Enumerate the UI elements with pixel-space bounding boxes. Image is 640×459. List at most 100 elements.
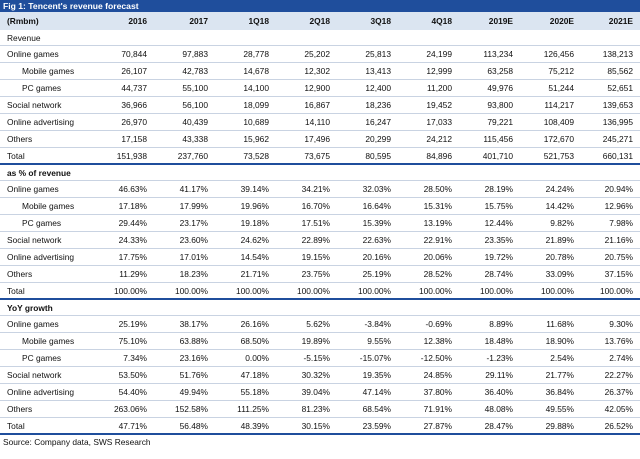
table-row: PC games 7.34% 23.16% 0.00% -5.15% -15.07% -12… xyxy=(0,350,640,367)
table-cell: 11.29% xyxy=(119,269,147,279)
row-label: Online advertising xyxy=(7,387,75,397)
table-cell: 26,970 xyxy=(121,117,147,127)
table-cell: 237,760 xyxy=(177,151,208,161)
table-cell: 17,158 xyxy=(121,134,147,144)
table-cell: 63.88% xyxy=(179,336,208,346)
row-label: Others xyxy=(7,134,33,144)
table-cell: 42.05% xyxy=(604,404,633,414)
table-cell: 28.74% xyxy=(484,269,513,279)
table-cell: -1.23% xyxy=(486,353,513,363)
table-cell: 48.39% xyxy=(240,421,269,431)
row-label: Mobile games xyxy=(22,201,75,211)
table-cell: 14,110 xyxy=(305,117,330,127)
table-row: Mobile games 26,107 42,783 14,678 12,302 13,4… xyxy=(0,63,640,80)
table-cell: 37.15% xyxy=(604,269,633,279)
table-cell: 15.75% xyxy=(484,201,513,211)
table-cell: 39.14% xyxy=(240,184,269,194)
table-cell: 17.99% xyxy=(179,201,208,211)
table-cell: 16.64% xyxy=(362,201,391,211)
table-cell: 28.50% xyxy=(423,184,452,194)
row-label: Social network xyxy=(7,235,62,245)
table-row: Online games 46.63% 41.17% 39.14% 34.21% 32.0… xyxy=(0,181,640,198)
table-cell: 13,413 xyxy=(365,66,391,76)
table-cell: 151,938 xyxy=(116,151,147,161)
table-cell: 100.00% xyxy=(540,286,574,296)
table-cell: 39.04% xyxy=(301,387,330,397)
source-note: Source: Company data, SWS Research xyxy=(3,437,151,447)
table-cell: 100.00% xyxy=(296,286,330,296)
table-cell: 139,653 xyxy=(602,100,633,110)
table-cell: 12,400 xyxy=(365,83,391,93)
table-cell: 18.48% xyxy=(484,336,513,346)
figure-title: Fig 1: Tencent's revenue forecast xyxy=(0,0,640,12)
table-cell: 18,099 xyxy=(243,100,269,110)
table-cell: 48.08% xyxy=(484,404,513,414)
table-row: PC games 44,737 55,100 14,100 12,900 12,400 11… xyxy=(0,80,640,97)
table-cell: 100.00% xyxy=(174,286,208,296)
table-cell: 55,100 xyxy=(182,83,208,93)
row-label: Online games xyxy=(7,184,59,194)
table-cell: 22.91% xyxy=(423,235,452,245)
table-cell: 15.31% xyxy=(423,201,452,211)
table-cell: 100.00% xyxy=(599,286,633,296)
table-cell: 245,271 xyxy=(602,134,633,144)
row-label: Total xyxy=(7,286,25,296)
row-label: PC games xyxy=(22,218,62,228)
table-cell: 401,710 xyxy=(482,151,513,161)
table-cell: 68.54% xyxy=(362,404,391,414)
table-cell: 18,236 xyxy=(365,100,391,110)
table-cell: 126,456 xyxy=(543,49,574,59)
table-cell: 24.24% xyxy=(545,184,574,194)
table-cell: 16,247 xyxy=(365,117,391,127)
table-cell: 0.00% xyxy=(245,353,269,363)
table-cell: 52,651 xyxy=(607,83,633,93)
table-cell: 521,753 xyxy=(543,151,574,161)
header-col: 3Q18 xyxy=(370,16,392,26)
table-cell: 20.78% xyxy=(545,252,574,262)
table-cell: 55.18% xyxy=(240,387,269,397)
table-cell: 12.44% xyxy=(484,218,513,228)
table-cell: 47.18% xyxy=(240,370,269,380)
table-cell: 14,678 xyxy=(243,66,269,76)
table-cell: 53.50% xyxy=(118,370,147,380)
table-cell: 51.76% xyxy=(179,370,208,380)
table-cell: 113,234 xyxy=(483,49,513,59)
row-label: Others xyxy=(7,404,33,414)
table-row: Online advertising 54.40% 49.94% 55.18% 39.0… xyxy=(0,384,640,401)
table-cell: 16.70% xyxy=(301,201,330,211)
table-cell: 8.89% xyxy=(489,319,513,329)
table-cell: 100.00% xyxy=(113,286,147,296)
table-cell: 21.89% xyxy=(545,235,574,245)
table-row: Total 47.71% 56.48% 48.39% 30.15% 23.59% 27.87… xyxy=(0,418,640,435)
table-cell: 100.00% xyxy=(235,286,269,296)
table-cell: 24,199 xyxy=(426,49,452,59)
table-cell: 17.51% xyxy=(301,218,330,228)
table-cell: 100.00% xyxy=(418,286,452,296)
table-cell: 17.18% xyxy=(118,201,147,211)
table-cell: 9.30% xyxy=(609,319,633,329)
table-cell: 36,966 xyxy=(121,100,147,110)
table-cell: 34.21% xyxy=(301,184,330,194)
table-cell: 11,200 xyxy=(427,83,452,93)
table-cell: 20.16% xyxy=(362,252,391,262)
table-cell: 18.90% xyxy=(545,336,574,346)
table-cell: 23.17% xyxy=(179,218,208,228)
table-cell: 12.96% xyxy=(604,201,633,211)
table-cell: 11.68% xyxy=(546,319,574,329)
section-heading-yoy: YoY growth xyxy=(0,300,640,316)
table-cell: 32.03% xyxy=(362,184,391,194)
table-cell: 13.19% xyxy=(423,218,452,228)
table-header: (Rmbm) 2016 2017 1Q18 2Q18 3Q18 4Q18 2019E 2020E… xyxy=(0,12,640,30)
table-cell: 26.37% xyxy=(604,387,633,397)
row-label: Mobile games xyxy=(22,336,75,346)
table-cell: 41.17% xyxy=(179,184,208,194)
table-cell: -12.50% xyxy=(420,353,452,363)
table-cell: 51,244 xyxy=(548,83,574,93)
row-label: Online games xyxy=(7,49,59,59)
section-heading-revenue: Revenue xyxy=(0,30,640,46)
table-cell: 24.62% xyxy=(240,235,269,245)
table-cell: 37.80% xyxy=(423,387,452,397)
table-cell: 23.59% xyxy=(362,421,391,431)
table-cell: 25,202 xyxy=(304,49,330,59)
row-label: PC games xyxy=(22,83,62,93)
